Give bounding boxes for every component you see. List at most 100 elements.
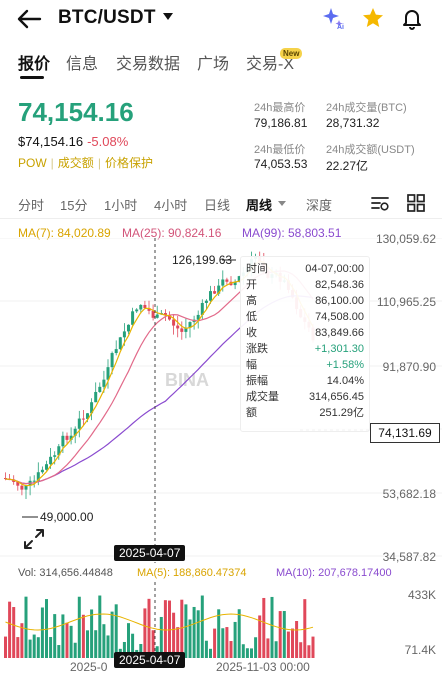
volume-bar <box>53 614 57 658</box>
tag-price-protection[interactable]: 价格保护 <box>104 156 153 170</box>
candle <box>168 315 171 320</box>
volume-axis-label: 71.4K <box>404 643 436 657</box>
tooltip-row: 涨跌 +1,301.30 <box>246 343 364 355</box>
volume-bar <box>221 628 225 658</box>
tf-depth[interactable]: 深度 <box>306 198 333 213</box>
candle <box>106 367 110 380</box>
stat-vol-usdt-label: 24h成交额(USDT) <box>326 144 415 156</box>
candle <box>110 353 114 368</box>
candle <box>36 472 40 481</box>
pair-title[interactable]: BTC/USDT <box>58 7 156 28</box>
candle <box>98 386 102 392</box>
vol-ma5-legend: MA(5): 188,860.47374 <box>137 567 247 579</box>
tf-15m[interactable]: 15分 <box>60 198 88 213</box>
tag-turnover[interactable]: 成交额 <box>57 156 94 170</box>
price-change: -5.08% <box>87 134 129 149</box>
price-axis-label: 91,870.90 <box>382 360 436 374</box>
volume-bar <box>36 637 40 658</box>
tab-trade-x[interactable]: 交易-X <box>246 56 295 73</box>
top-bar: BTC/USDT Ai <box>0 0 442 40</box>
volume-bar <box>114 604 118 658</box>
tooltip-row: 收 83,849.66 <box>246 327 364 339</box>
last-price: 74,154.16 <box>18 97 134 127</box>
volume-bar <box>94 630 98 658</box>
volume-bar <box>184 604 188 658</box>
tf-1d[interactable]: 日线 <box>204 198 231 213</box>
volume-bar <box>245 648 249 658</box>
volume-bar <box>176 627 180 658</box>
volume-bar <box>65 622 69 658</box>
stat-low-label: 24h最低价 <box>254 144 306 156</box>
divider <box>0 218 442 219</box>
candle <box>151 310 155 318</box>
volume-bar <box>270 596 274 658</box>
stat-high: 79,186.81 <box>254 116 308 130</box>
favorite-star-icon[interactable] <box>361 6 385 30</box>
volume-bar <box>12 607 16 658</box>
ma25-legend: MA(25): 90,824.16 <box>122 226 222 240</box>
volume-chart[interactable] <box>0 582 442 658</box>
volume-bar <box>274 641 278 658</box>
candle <box>209 291 212 301</box>
volume-bar <box>81 614 85 658</box>
tf-1w[interactable]: 周线 <box>246 198 273 213</box>
candle <box>225 279 229 282</box>
chevron-down-icon[interactable] <box>278 201 286 206</box>
volume-bar <box>196 610 200 658</box>
volume-bar <box>32 634 36 658</box>
tab-trade-data[interactable]: 交易数据 <box>116 56 181 73</box>
volume-bar <box>282 611 286 658</box>
tooltip-row: 振幅 14.04% <box>246 375 364 387</box>
volume-bar <box>180 599 184 658</box>
x-axis-label: 2025-0 <box>70 660 108 674</box>
tag-pow[interactable]: POW <box>18 156 47 170</box>
tab-square[interactable]: 广场 <box>197 56 230 73</box>
tf-timeline[interactable]: 分时 <box>18 198 45 213</box>
tf-4h[interactable]: 4小时 <box>154 198 188 213</box>
ma7-legend: MA(7): 84,020.89 <box>18 226 111 240</box>
ma99-legend: MA(99): 58,803.51 <box>242 226 342 240</box>
stat-low: 74,053.53 <box>254 157 308 171</box>
indicator-settings-icon[interactable] <box>370 193 390 213</box>
tooltip-row: 低 74,508.00 <box>246 311 364 323</box>
volume-bar <box>163 600 167 658</box>
volume-bar <box>188 619 192 658</box>
volume-bar <box>45 599 48 658</box>
layout-grid-icon[interactable] <box>406 193 426 213</box>
price-axis-label: 53,682.18 <box>382 487 436 501</box>
tooltip-row: 额 251.29亿 <box>246 407 364 419</box>
tf-1h[interactable]: 1小时 <box>104 198 138 213</box>
volume-bar <box>217 609 221 658</box>
volume-bar <box>200 595 204 658</box>
candle <box>131 311 135 325</box>
main-tabs: 报价 信息 交易数据 广场 交易-X <box>0 48 442 80</box>
price-axis-label: 110,965.25 <box>376 295 436 309</box>
volume-bar <box>106 635 110 658</box>
vol-ma-line <box>5 613 314 631</box>
chevron-down-icon[interactable] <box>163 13 173 20</box>
volume-bar <box>225 627 229 658</box>
volume-bar <box>151 630 155 658</box>
candle <box>40 469 44 473</box>
low-marker: 49,000.00 <box>40 510 94 524</box>
back-arrow-icon[interactable] <box>14 6 44 32</box>
volume-bars <box>4 595 315 658</box>
tab-quote[interactable]: 报价 <box>18 56 51 73</box>
candle <box>233 281 237 286</box>
volume-axis-label: 433K <box>407 588 436 602</box>
candle <box>32 480 36 482</box>
tab-info[interactable]: 信息 <box>66 56 99 73</box>
candle <box>57 446 61 456</box>
expand-icon[interactable] <box>21 526 47 552</box>
x-axis-label: 2025-11-03 00:00 <box>216 660 310 674</box>
bell-icon[interactable] <box>400 6 424 30</box>
ai-sparkle-icon[interactable]: Ai <box>322 6 346 30</box>
new-badge: New <box>280 48 303 59</box>
volume-bar <box>16 637 20 658</box>
volume-bar <box>303 599 307 658</box>
stat-vol-btc: 28,731.32 <box>326 116 380 130</box>
candle <box>122 331 126 338</box>
candlestick-chart[interactable]: BINA 126,199.63 49,000.00 <box>0 238 442 563</box>
volume-bar <box>266 638 270 658</box>
candle <box>180 328 184 332</box>
